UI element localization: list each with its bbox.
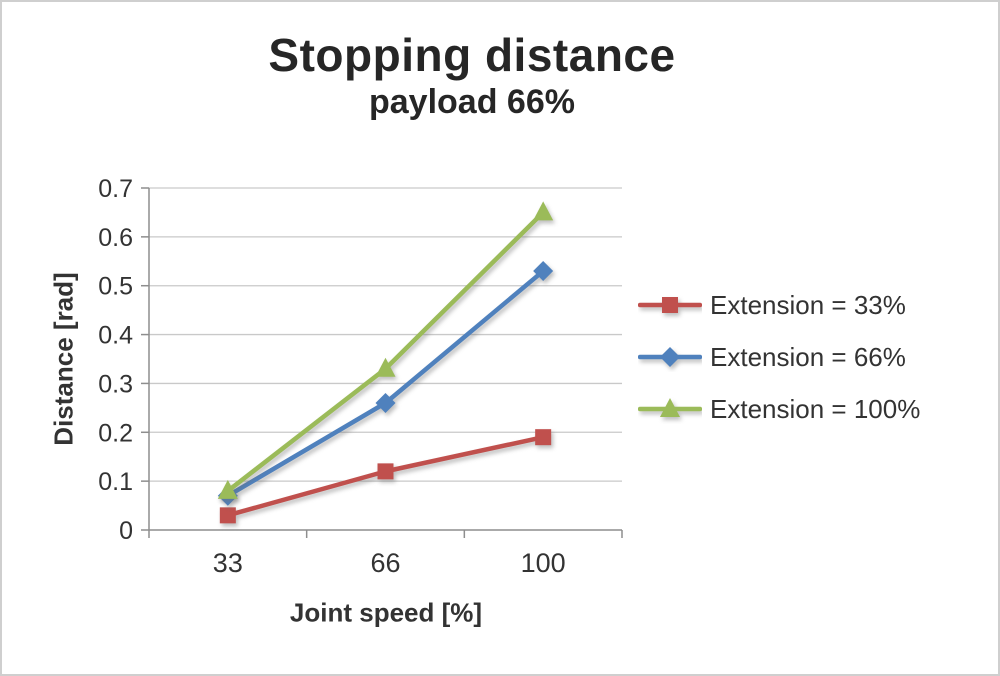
y-tick-label: 0.3 [98,370,133,398]
legend-sample-square [638,297,702,313]
x-tick-label: 66 [370,548,400,578]
legend-label: Extension = 66% [710,341,906,372]
title-block: Stopping distance payload 66% [2,30,942,123]
y-tick-label: 0.6 [98,224,133,252]
x-tick-label: 100 [521,548,566,578]
y-tick-label: 0.5 [98,273,133,301]
square-marker-icon [377,463,394,480]
legend-sample-triangle [638,398,702,417]
square-marker-icon [662,297,678,313]
diamond-marker-icon [660,347,680,367]
y-tick-label: 0.7 [98,175,133,203]
legend-sample-diamond [638,347,702,367]
y-tick-label: 0.4 [98,322,133,350]
diamond-marker-icon [533,261,554,282]
legend-item-0: Extension = 33% [638,287,920,323]
x-axis-title: Joint speed [%] [289,597,483,628]
triangle-marker-icon [217,479,238,499]
axes [141,187,623,538]
y-tick-label: 0.1 [98,468,133,496]
y-tick-label: 0 [119,517,133,545]
legend-label: Extension = 33% [710,289,906,320]
chart-subtitle: payload 66% [369,82,575,121]
triangle-marker-icon [375,357,396,377]
legend-label: Extension = 100% [710,393,921,424]
triangle-marker-icon [660,398,680,417]
square-marker-icon [535,429,552,446]
series-0 [219,429,552,524]
square-marker-icon [219,507,236,524]
triangle-marker-icon [533,201,554,221]
y-tick-label: 0.2 [98,419,133,447]
chart-title: Stopping distance [268,29,676,81]
x-tick-label: 33 [213,548,243,578]
diamond-marker-icon [375,392,396,413]
legend-item-1: Extension = 66% [638,339,920,375]
legend-item-2: Extension = 100% [638,391,920,427]
legend: Extension = 33% Extension = 66% Extension … [638,287,920,427]
y-axis-title: Distance [rad] [48,272,79,446]
series-2 [217,201,554,499]
